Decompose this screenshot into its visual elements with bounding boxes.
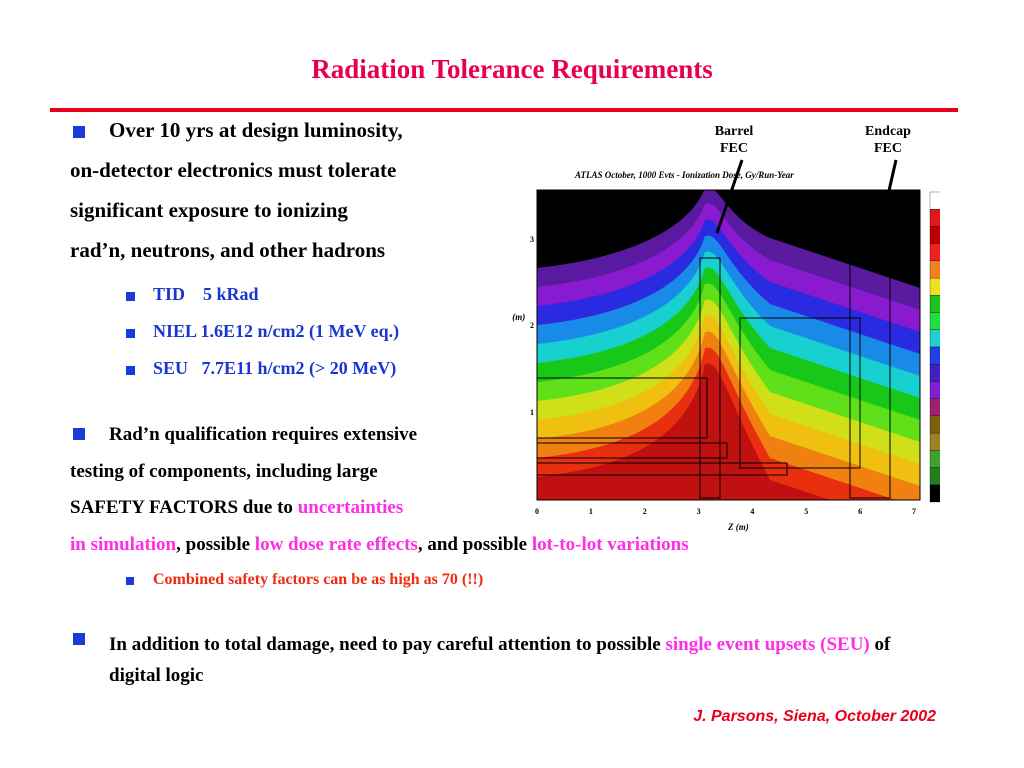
sub-text: TID 5 kRad <box>153 284 259 304</box>
annotation: FEC <box>874 141 902 156</box>
figure-title: ATLAS October, 1000 Evts - Ionization Do… <box>574 170 794 180</box>
colorbar-cell <box>929 295 940 313</box>
colorbar-cell <box>929 467 940 485</box>
sub-text: SEU 7.7E11 h/cm2 (> 20 MeV) <box>153 358 397 378</box>
highlight: in simulation <box>70 534 177 555</box>
y-tick-label: 3 <box>530 235 534 244</box>
title-rule <box>50 108 958 112</box>
map-layers <box>537 190 920 500</box>
colorbar-cell <box>929 312 940 330</box>
detector-outline <box>537 462 788 476</box>
text-line: SAFETY FACTORS due to uncertainties <box>70 497 403 519</box>
detector-outline <box>537 377 708 439</box>
highlight: uncertainties <box>297 497 404 518</box>
text-line: rad’n, neutrons, and other hadrons <box>70 238 386 262</box>
sub-bullet <box>126 577 134 585</box>
bullet <box>73 428 85 440</box>
x-tick-label: 7 <box>912 507 916 516</box>
colorbar-cell <box>929 415 940 434</box>
colorbar-cell <box>929 277 940 296</box>
colorbar-cell <box>929 364 940 382</box>
text-line: Over 10 yrs at design luminosity, <box>109 118 403 142</box>
sub-text: NIEL 1.6E12 n/cm2 (1 MeV eq.) <box>153 321 400 341</box>
map-frame <box>536 189 921 501</box>
highlight: lot-to-lot variations <box>531 534 689 555</box>
bullet <box>73 633 85 645</box>
text-line: Rad’n qualification requires extensive <box>109 424 417 446</box>
bullet <box>73 126 85 138</box>
highlight: single event upsets (SEU) <box>665 634 870 655</box>
sub-bullet <box>126 292 135 301</box>
colorbar-cell <box>929 346 940 365</box>
detector-outline <box>537 442 728 459</box>
colorbar-cell <box>929 226 940 244</box>
text: SAFETY FACTORS due to <box>70 497 298 518</box>
y-axis-label: R (m) <box>510 312 525 322</box>
annotation: Endcap <box>865 124 911 139</box>
x-tick-label: 6 <box>858 507 862 516</box>
y-tick-label: 1 <box>530 408 534 417</box>
text: , and possible <box>417 534 532 555</box>
text: , possible <box>176 534 255 555</box>
text: In addition to total damage, need to pay… <box>109 634 666 655</box>
colorbar-cell <box>929 450 940 468</box>
x-tick-label: 5 <box>804 507 808 516</box>
colorbar-cell <box>929 243 940 262</box>
colorbar-cell <box>929 398 940 417</box>
text-line: significant exposure to ionizing <box>70 198 348 222</box>
colorbar-cell <box>929 329 940 348</box>
x-tick-label: 0 <box>535 507 539 516</box>
x-tick-label: 2 <box>643 507 647 516</box>
colorbar-cell <box>929 260 940 279</box>
colorbar-cell <box>929 209 940 227</box>
text-block: In addition to total damage, need to pay… <box>109 629 939 691</box>
colorbar-cell <box>929 484 940 503</box>
colorbar-cell <box>929 381 940 399</box>
text: Rad’n qualification requires extensive <box>109 424 418 445</box>
x-tick-label: 1 <box>589 507 593 516</box>
dose-map-figure: ATLAS October, 1000 Evts - Ionization Do… <box>510 124 940 532</box>
x-tick-label: 4 <box>750 507 754 516</box>
detector-outline <box>849 237 891 499</box>
colorbar-cell <box>929 191 940 210</box>
colorbar-cell <box>929 432 940 451</box>
footer: J. Parsons, Siena, October 2002 <box>693 708 936 725</box>
annotation-arrow <box>715 159 744 234</box>
text-line: testing of components, including large <box>70 461 378 483</box>
annotation: FEC <box>720 141 748 156</box>
annotation: Barrel <box>715 124 754 139</box>
sub-text: Combined safety factors can be as high a… <box>153 571 484 588</box>
dose-band <box>537 363 920 500</box>
text: of digital logic <box>109 634 891 686</box>
annotation-arrow <box>878 159 898 231</box>
highlight: low dose rate effects <box>254 534 418 555</box>
text-line: on-detector electronics must tolerate <box>70 158 397 182</box>
sub-bullet <box>126 329 135 338</box>
x-axis-label: Z (m) <box>727 522 749 532</box>
detector-outline <box>739 317 861 469</box>
text: testing of components, including large <box>70 461 378 482</box>
text-line: in simulation, possible low dose rate ef… <box>70 534 689 556</box>
x-tick-label: 3 <box>697 507 701 516</box>
y-tick-label: 2 <box>530 321 534 330</box>
slide-title: Radiation Tolerance Requirements <box>311 54 713 84</box>
sub-bullet <box>126 366 135 375</box>
